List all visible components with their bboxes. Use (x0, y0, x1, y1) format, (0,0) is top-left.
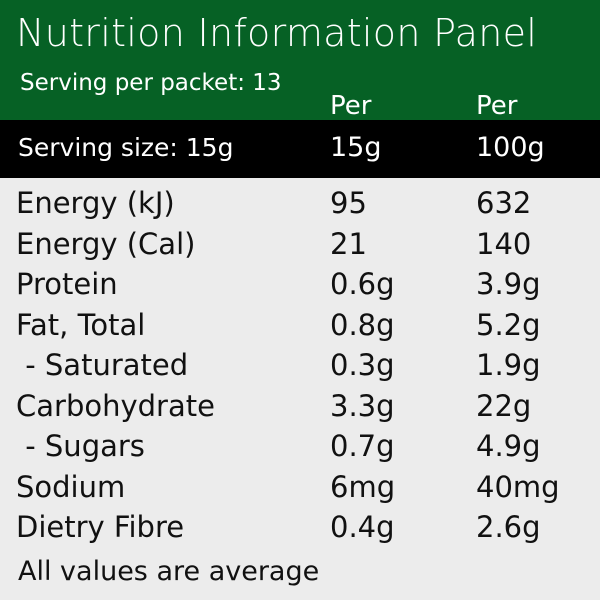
nutrient-name: Protein (16, 267, 118, 301)
panel-header: Nutrition Information Panel Serving per … (0, 0, 600, 121)
per-serving-value: 0.8g (330, 307, 395, 342)
per-serving-value: 6mg (330, 469, 396, 504)
per-serving-value: 0.6g (330, 267, 395, 301)
per-serving-value: 0.4g (330, 510, 395, 544)
nutrient-name: - Saturated (16, 348, 189, 382)
per-serving-value: 0.7g (330, 429, 395, 463)
column-header-per-serving: Per (330, 91, 372, 121)
per-100g-value: 4.9g (476, 429, 541, 463)
per-100g-value: 2.6g (476, 510, 541, 544)
table-row: - Saturated 0.3g 1.9g (0, 346, 600, 387)
per-100g-value: 40mg (476, 469, 560, 504)
table-row: Energy (kJ) 95 632 (0, 184, 600, 225)
nutrient-name: Energy (Cal) (16, 226, 196, 261)
table-row: - Sugars 0.7g 4.9g (0, 427, 600, 468)
table-row: Carbohydrate 3.3g 22g (0, 387, 600, 428)
per-serving-value: 0.3g (330, 348, 395, 382)
nutrient-name: Energy (kJ) (16, 186, 175, 220)
servings-per-packet: Serving per packet: 13 (20, 70, 282, 96)
table-row: Energy (Cal) 21 140 (0, 225, 600, 266)
nutrient-table: Energy (kJ) 95 632 Energy (Cal) 21 140 Prote… (0, 184, 600, 549)
footnote: All values are average (18, 556, 320, 587)
table-row: Sodium 6mg 40mg (0, 468, 600, 509)
table-row: Protein 0.6g 3.9g (0, 265, 600, 306)
per-serving-value: 95 (330, 186, 367, 220)
nutrient-name: - Sugars (16, 429, 145, 463)
panel-title: Nutrition Information Panel (16, 11, 538, 55)
per-100g-value: 22g (476, 388, 532, 423)
serving-size: Serving size: 15g (18, 133, 234, 162)
per-100g-value: 632 (476, 186, 532, 220)
serving-size-band: Serving size: 15g 15g 100g (0, 120, 600, 178)
nutrient-name: Sodium (16, 469, 126, 504)
per-100g-value: 1.9g (476, 348, 541, 382)
table-row: Dietry Fibre 0.4g 2.6g (0, 508, 600, 549)
nutrient-name: Fat, Total (16, 307, 146, 342)
per-100g-value: 140 (476, 226, 532, 261)
table-row: Fat, Total 0.8g 5.2g (0, 306, 600, 347)
nutrient-name: Carbohydrate (16, 388, 215, 423)
nutrient-name: Dietry Fibre (16, 510, 185, 544)
column-unit-per-100g: 100g (476, 132, 545, 163)
column-header-per-100g: Per (476, 91, 518, 121)
per-serving-value: 3.3g (330, 388, 395, 423)
per-100g-value: 5.2g (476, 307, 541, 342)
column-unit-per-serving: 15g (330, 132, 382, 163)
per-100g-value: 3.9g (476, 267, 541, 301)
per-serving-value: 21 (330, 226, 367, 261)
